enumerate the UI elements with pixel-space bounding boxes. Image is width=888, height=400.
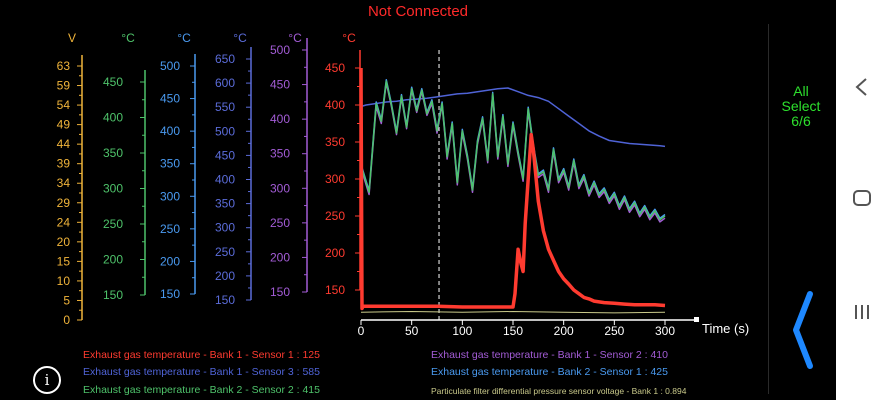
axis-tick-label: 350 (160, 157, 180, 171)
panel-divider (768, 24, 769, 394)
connection-status: Not Connected (367, 3, 469, 20)
axis-tick-label: 250 (270, 216, 290, 230)
axis-tick-label: 150 (270, 285, 290, 299)
axis-tick-label: 450 (270, 78, 290, 92)
x-axis-tick-label: 0 (358, 324, 365, 338)
legend-item-dpf-voltage[interactable]: Particulate filter differential pressure… (431, 386, 687, 396)
axis-tick-label: 250 (103, 217, 123, 231)
x-axis-tick-label: 250 (604, 324, 624, 338)
axis-tick-label: 400 (325, 98, 345, 112)
axis-tick-label: 5 (63, 293, 70, 307)
axis-unit-label: °C (177, 31, 191, 45)
multi-axis-chart[interactable]: V63595449443934292420151050°C45040035030… (0, 0, 768, 345)
axis-tick-label: 200 (103, 253, 123, 267)
axis-tick-label: 450 (160, 92, 180, 106)
axis-tick-label: 300 (325, 172, 345, 186)
series-line-5 (360, 311, 666, 314)
axis-tick-label: 150 (325, 283, 345, 297)
legend-item-egt-b1s3[interactable]: Exhaust gas temperature - Bank 1 - Senso… (83, 366, 320, 378)
axis-tick-label: 250 (160, 222, 180, 236)
axis-tick-label: 200 (160, 254, 180, 268)
legend-item-egt-b2s1[interactable]: Exhaust gas temperature - Bank 2 - Senso… (431, 366, 668, 378)
axis-tick-label: 450 (215, 148, 235, 162)
info-icon[interactable]: i (33, 366, 61, 394)
axis-tick-label: 400 (270, 112, 290, 126)
x-axis-tick-label: 150 (503, 324, 523, 338)
axis-tick-label: 49 (57, 118, 71, 132)
axis-unit-label: V (68, 31, 76, 45)
axis-tick-label: 15 (57, 254, 71, 268)
axis-tick-label: 350 (103, 146, 123, 160)
series-line-1 (360, 87, 666, 148)
axis-tick-label: 250 (215, 245, 235, 259)
collapse-panel-arrow-icon[interactable] (790, 290, 816, 370)
axis-tick-label: 150 (160, 287, 180, 301)
select-all-line2: Select (781, 98, 821, 114)
axis-tick-label: 350 (325, 135, 345, 149)
x-axis-end-marker (694, 317, 699, 322)
axis-unit-label: °C (288, 31, 302, 45)
axis-tick-label: 450 (103, 75, 123, 89)
axis-tick-label: 300 (160, 189, 180, 203)
system-nav-bar (836, 0, 888, 400)
x-axis-tick-label: 200 (554, 324, 574, 338)
axis-tick-label: 550 (215, 100, 235, 114)
axis-tick-label: 300 (270, 181, 290, 195)
axis-tick-label: 200 (325, 246, 345, 260)
axis-tick-label: 400 (215, 173, 235, 187)
axis-tick-label: 400 (103, 111, 123, 125)
legend-item-egt-b1s2[interactable]: Exhaust gas temperature - Bank 1 - Senso… (431, 349, 668, 361)
select-all-button[interactable]: All Select 6/6 (770, 84, 832, 129)
axis-tick-label: 300 (215, 221, 235, 235)
legend-item-egt-b2s2[interactable]: Exhaust gas temperature - Bank 2 - Senso… (83, 384, 320, 396)
axis-tick-label: 600 (215, 76, 235, 90)
axis-tick-label: 54 (57, 98, 71, 112)
axis-tick-label: 300 (103, 182, 123, 196)
axis-tick-label: 150 (103, 288, 123, 302)
axis-tick-label: 500 (215, 124, 235, 138)
x-axis-tick-label: 100 (452, 324, 472, 338)
axis-tick-label: 24 (57, 215, 71, 229)
axis-tick-label: 34 (57, 176, 71, 190)
axis-tick-label: 44 (57, 137, 71, 151)
axis-tick-label: 450 (325, 61, 345, 75)
axis-tick-label: 0 (63, 313, 70, 327)
axis-tick-label: 350 (215, 197, 235, 211)
x-axis-title: Time (s) (702, 321, 749, 336)
axis-unit-label: °C (233, 31, 247, 45)
legend-item-egt-b1s1[interactable]: Exhaust gas temperature - Bank 1 - Senso… (83, 349, 320, 361)
axis-tick-label: 59 (57, 79, 71, 93)
x-axis-tick-label: 300 (655, 324, 675, 338)
axis-unit-label: °C (342, 31, 356, 45)
axis-tick-label: 29 (57, 196, 71, 210)
series-line-2 (360, 80, 666, 221)
axis-tick-label: 500 (270, 43, 290, 57)
axis-tick-label: 10 (57, 274, 71, 288)
x-axis-tick-label: 50 (405, 324, 419, 338)
axis-tick-label: 39 (57, 157, 71, 171)
axis-unit-label: °C (121, 31, 135, 45)
home-icon[interactable] (850, 186, 874, 210)
series-line-0 (359, 67, 666, 311)
axis-tick-label: 200 (270, 250, 290, 264)
select-all-count: 6/6 (791, 113, 811, 129)
axis-tick-label: 250 (325, 209, 345, 223)
series-line-4 (360, 79, 666, 219)
axis-tick-label: 350 (270, 147, 290, 161)
axis-tick-label: 400 (160, 124, 180, 138)
axis-tick-label: 650 (215, 52, 235, 66)
series-line-3 (360, 82, 666, 223)
axis-tick-label: 20 (57, 235, 71, 249)
select-all-line1: All (793, 83, 809, 99)
app-window: Not Connected V 63 59 54 49 44 39 34 29 24 20 15 10 5… (0, 0, 832, 396)
axis-tick-label: 500 (160, 59, 180, 73)
back-icon[interactable] (850, 75, 874, 99)
axis-tick-label: 150 (215, 293, 235, 307)
axis-tick-label: 63 (57, 59, 71, 73)
recents-icon[interactable] (850, 300, 874, 324)
axis-tick-label: 200 (215, 269, 235, 283)
